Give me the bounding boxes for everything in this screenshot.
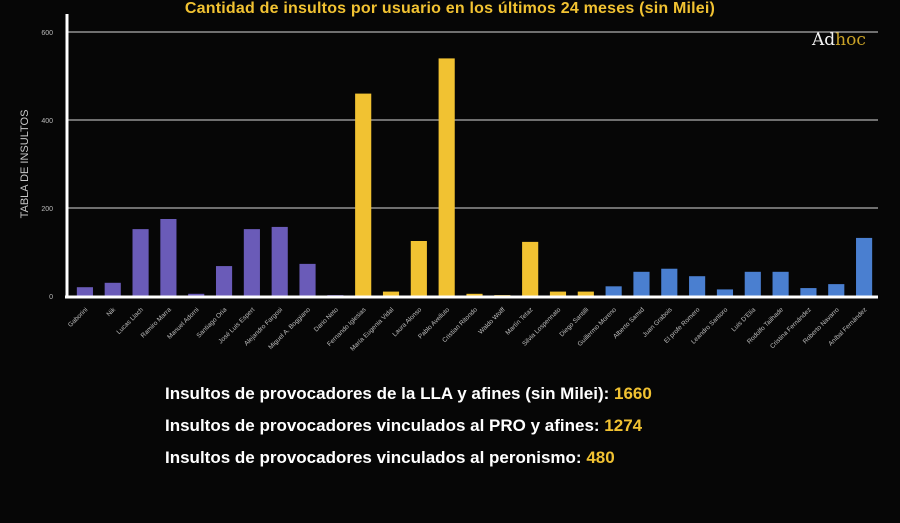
bar-12 (410, 241, 427, 296)
summary-lla-value: 1660 (614, 384, 652, 403)
bar-19 (605, 286, 622, 296)
x-tick-label-9: Dario Neto (313, 306, 340, 333)
bar-4 (188, 293, 205, 296)
bar-28 (856, 237, 873, 296)
logo-part-hoc: hoc (835, 30, 866, 50)
bar-6 (243, 229, 260, 296)
bar-10 (355, 93, 372, 296)
bar-16 (522, 241, 539, 296)
summary-block: Insultos de provocadores de la LLA y afi… (165, 378, 652, 474)
adhoc-logo: Adhoc (812, 30, 866, 50)
chart-title: Cantidad de insultos por usuario en los … (184, 0, 716, 17)
summary-peronismo-value: 480 (586, 448, 615, 467)
summary-pro-text: Insultos de provocadores vinculados al P… (165, 416, 605, 435)
bar-8 (299, 263, 316, 296)
bar-11 (382, 291, 400, 296)
summary-line-lla: Insultos de provocadores de la LLA y afi… (165, 378, 652, 410)
bar-26 (800, 288, 817, 296)
y-tick-label-0: 0 (49, 294, 53, 301)
bar-0 (76, 287, 93, 296)
y-axis-label: TABLA DE INSULTOS (19, 110, 31, 219)
y-tick-label-200: 200 (41, 206, 53, 213)
bar-3 (160, 219, 177, 296)
bar-17 (549, 291, 567, 296)
logo-part-ad: Ad (812, 30, 836, 50)
summary-pro-value: 1274 (604, 416, 643, 435)
y-tick-label-400: 400 (41, 118, 53, 125)
bar-18 (577, 291, 594, 296)
x-tick-label-15: Waldo Wolff (477, 306, 507, 336)
x-tick-label-16: Martín Tetaz (504, 306, 534, 336)
summary-lla-text: Insultos de provocadores de la LLA y afi… (165, 384, 615, 403)
bar-25 (772, 271, 789, 296)
bar-1 (104, 282, 121, 296)
bar-2 (132, 229, 149, 296)
x-tick-label-0: Gaborini (67, 306, 89, 328)
bar-13 (438, 58, 455, 297)
bar-24 (744, 271, 761, 296)
summary-line-peronismo: Insultos de provocadores vinculados al p… (165, 442, 652, 474)
y-tick-label-600: 600 (41, 30, 53, 37)
bar-21 (661, 268, 678, 296)
bar-20 (633, 271, 650, 296)
bar-22 (689, 276, 706, 296)
summary-peronismo-text: Insultos de provocadores vinculados al p… (165, 448, 587, 467)
x-tick-label-2: Lucas Llach (116, 306, 146, 336)
x-tick-label-1: Nik (106, 306, 118, 318)
bar-27 (828, 284, 845, 296)
x-tick-label-24: Luis D'Elía (730, 306, 757, 333)
bar-14 (466, 293, 483, 296)
bar-7 (271, 226, 288, 296)
bar-5 (215, 266, 233, 296)
bar-23 (716, 289, 734, 296)
summary-line-pro: Insultos de provocadores vinculados al P… (165, 410, 652, 442)
